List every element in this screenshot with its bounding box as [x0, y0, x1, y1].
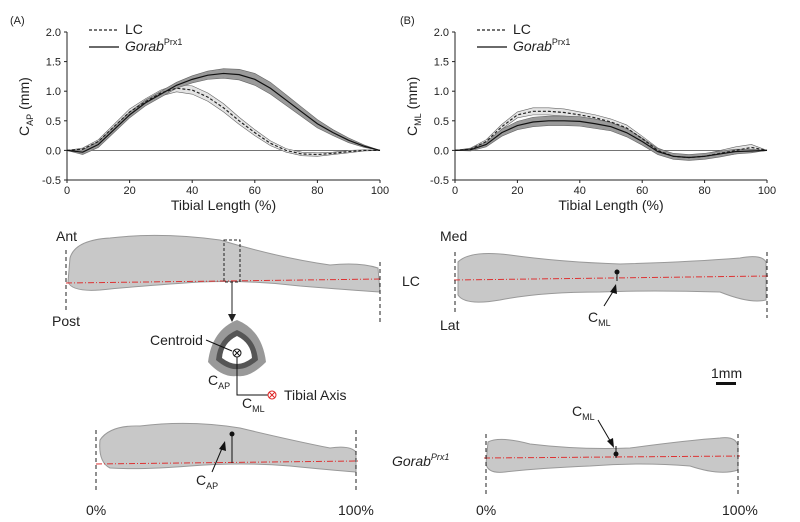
y-label-unit: (mm) [16, 77, 32, 110]
label-start: 0% [86, 502, 106, 518]
panel-label: (B) [400, 15, 415, 27]
scale-bar [716, 382, 736, 385]
panel-label: (A) [10, 15, 25, 27]
label-centroid: Centroid [150, 332, 203, 348]
label-cml: CML [572, 403, 595, 422]
sub: AP [206, 481, 218, 491]
y-tick-label: -0.5 [42, 175, 61, 187]
label-cap: CAP [196, 472, 218, 491]
legend-name: Gorab [513, 38, 552, 54]
sub: ML [598, 318, 611, 328]
x-axis-label: Tibial Length (%) [558, 197, 663, 213]
x-tick-label: 60 [636, 185, 648, 197]
label-lc: LC [402, 273, 420, 289]
c: C [242, 395, 252, 411]
y-tick-label: 0.0 [434, 145, 449, 157]
x-axis-label: Tibial Length (%) [171, 197, 276, 213]
x-tick-label: 100 [758, 185, 776, 197]
bone-b-lc [453, 252, 769, 318]
y-tick-label: 0.5 [46, 116, 61, 128]
label-end: 100% [722, 502, 758, 518]
label-med: Med [440, 228, 467, 244]
legend-label: LC [513, 21, 531, 37]
y-label-main: C [16, 126, 32, 136]
c: C [208, 372, 218, 388]
y-tick-label: 1.0 [46, 86, 61, 98]
y-label-sub: ML [413, 113, 423, 126]
label-cml: CML [242, 395, 265, 414]
x-tick-label: 20 [123, 185, 135, 197]
legend-superscript: Prx1 [552, 37, 571, 47]
series-line [66, 72, 381, 153]
superscript: Prx1 [431, 452, 450, 462]
legend-label: GorabPrx1 [513, 37, 570, 54]
y-label-sub: AP [25, 114, 35, 126]
y-tick-label: -0.5 [430, 175, 449, 187]
series-line [66, 87, 380, 156]
y-tick-label: 2.0 [434, 27, 449, 39]
x-tick-label: 0 [64, 185, 70, 197]
y-label-unit: (mm) [404, 77, 420, 110]
bone-a-lc [65, 234, 383, 322]
legend-name: LC [125, 21, 143, 37]
label-cap: CAP [208, 372, 230, 391]
sub: AP [218, 381, 230, 391]
c: C [572, 403, 582, 419]
legend-label: LC [125, 21, 143, 37]
y-axis-label: CAP (mm) [16, 77, 35, 136]
x-tick-label: 20 [511, 185, 523, 197]
sub: ML [582, 412, 595, 422]
y-tick-label: 2.0 [46, 27, 61, 39]
label-cml: CML [588, 309, 611, 328]
legend-label: GorabPrx1 [125, 37, 182, 54]
x-tick-label: 80 [698, 185, 710, 197]
legend-name: LC [513, 21, 531, 37]
gorab: Gorab [392, 453, 431, 469]
x-tick-label: 0 [452, 185, 458, 197]
x-tick-label: 100 [371, 185, 389, 197]
label-post: Post [52, 313, 80, 329]
y-tick-label: 0.5 [434, 116, 449, 128]
series-line [454, 120, 768, 159]
y-tick-label: 1.0 [434, 86, 449, 98]
y-tick-label: 1.5 [434, 57, 449, 69]
cross-section [205, 320, 277, 400]
y-tick-label: 0.0 [46, 145, 61, 157]
x-tick-label: 40 [186, 185, 198, 197]
label-tibial-axis: Tibial Axis [284, 387, 347, 403]
label-start: 0% [476, 502, 496, 518]
x-tick-label: 60 [249, 185, 261, 197]
legend-name: Gorab [125, 38, 164, 54]
y-tick-label: 1.5 [46, 57, 61, 69]
label-ant: Ant [56, 228, 77, 244]
bone-a-gorab [95, 422, 359, 492]
c: C [196, 472, 206, 488]
x-tick-label: 40 [574, 185, 586, 197]
legend-superscript: Prx1 [164, 37, 183, 47]
label-gorab: GorabPrx1 [392, 452, 449, 469]
sub: ML [252, 404, 265, 414]
x-tick-label: 80 [311, 185, 323, 197]
band [66, 84, 381, 157]
label-end: 100% [338, 502, 374, 518]
y-axis-label: CML (mm) [404, 77, 423, 136]
c: C [588, 309, 598, 325]
label-lat: Lat [440, 317, 460, 333]
y-label-main: C [404, 126, 420, 136]
scale-label: 1mm [711, 365, 742, 381]
bone-b-gorab [483, 419, 741, 494]
